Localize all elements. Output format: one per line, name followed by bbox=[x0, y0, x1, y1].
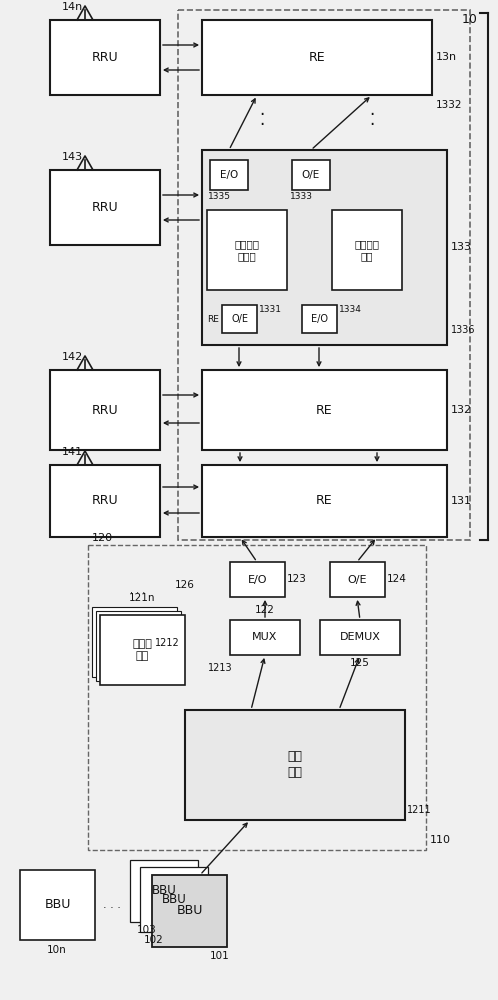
Text: 1331: 1331 bbox=[259, 305, 282, 314]
Bar bbox=[202, 370, 447, 450]
Text: 131: 131 bbox=[451, 496, 472, 506]
Bar bbox=[332, 210, 402, 290]
Bar bbox=[92, 607, 177, 677]
Text: 13n: 13n bbox=[436, 52, 457, 62]
Text: E/O: E/O bbox=[248, 574, 267, 584]
Text: 120: 120 bbox=[92, 533, 113, 543]
Bar bbox=[202, 150, 447, 345]
Text: RRU: RRU bbox=[92, 494, 119, 508]
Text: E/O: E/O bbox=[311, 314, 328, 324]
Text: 1211: 1211 bbox=[407, 805, 432, 815]
Text: 102: 102 bbox=[144, 935, 164, 945]
Bar bbox=[320, 620, 400, 655]
Text: 133: 133 bbox=[451, 242, 472, 252]
Bar bbox=[50, 170, 160, 245]
Text: RE: RE bbox=[316, 403, 333, 416]
Text: BBU: BBU bbox=[162, 893, 186, 906]
Text: 121n: 121n bbox=[129, 593, 155, 603]
Bar bbox=[178, 10, 470, 540]
Text: . . .: . . . bbox=[103, 900, 121, 910]
Text: BBU: BBU bbox=[151, 884, 176, 898]
Bar bbox=[230, 562, 285, 597]
Text: 122: 122 bbox=[255, 605, 275, 615]
Text: 142: 142 bbox=[62, 352, 83, 362]
Bar bbox=[302, 305, 337, 333]
Text: RE: RE bbox=[207, 314, 219, 324]
Text: 前端
电路: 前端 电路 bbox=[287, 750, 302, 780]
Bar bbox=[210, 160, 248, 190]
Text: .: . bbox=[259, 101, 264, 119]
Text: DEMUX: DEMUX bbox=[340, 633, 380, 643]
Text: .: . bbox=[259, 111, 264, 129]
Text: RE: RE bbox=[309, 51, 325, 64]
Text: 132: 132 bbox=[451, 405, 472, 415]
Text: 1335: 1335 bbox=[208, 192, 231, 201]
Bar bbox=[292, 160, 330, 190]
Text: 123: 123 bbox=[287, 574, 307, 584]
Text: 无线电前
端电路: 无线电前 端电路 bbox=[235, 239, 259, 261]
Bar bbox=[202, 465, 447, 537]
Text: 1333: 1333 bbox=[290, 192, 313, 201]
Text: BBU: BBU bbox=[44, 898, 71, 912]
Text: 14n: 14n bbox=[62, 2, 83, 12]
Text: .: . bbox=[370, 111, 374, 129]
Text: MUX: MUX bbox=[252, 633, 278, 643]
Text: 125: 125 bbox=[350, 658, 370, 668]
Bar bbox=[202, 20, 432, 95]
Text: 103: 103 bbox=[137, 925, 157, 935]
Text: O/E: O/E bbox=[302, 170, 320, 180]
Text: .: . bbox=[370, 101, 374, 119]
Text: RE: RE bbox=[316, 494, 333, 508]
Bar bbox=[330, 562, 385, 597]
Bar bbox=[96, 611, 181, 681]
Text: 1213: 1213 bbox=[208, 663, 233, 673]
Text: 从属控制
单元: 从属控制 单元 bbox=[355, 239, 379, 261]
Bar bbox=[50, 465, 160, 537]
Bar bbox=[152, 875, 227, 947]
Bar bbox=[20, 870, 95, 940]
Bar bbox=[88, 545, 426, 850]
Text: 1334: 1334 bbox=[339, 305, 362, 314]
Text: 141: 141 bbox=[62, 447, 83, 457]
Text: RRU: RRU bbox=[92, 201, 119, 214]
Text: 10: 10 bbox=[462, 13, 478, 26]
Bar bbox=[50, 370, 160, 450]
Bar bbox=[207, 210, 287, 290]
Text: 126: 126 bbox=[175, 580, 195, 590]
Text: . . .: . . . bbox=[130, 585, 145, 595]
Text: BBU: BBU bbox=[176, 904, 203, 918]
Text: 110: 110 bbox=[430, 835, 451, 845]
Text: O/E: O/E bbox=[231, 314, 248, 324]
Text: 101: 101 bbox=[210, 951, 230, 961]
Text: 1336: 1336 bbox=[451, 325, 476, 335]
Text: O/E: O/E bbox=[348, 574, 367, 584]
Text: 主控制
单元: 主控制 单元 bbox=[132, 639, 152, 661]
Bar bbox=[130, 860, 198, 922]
Bar bbox=[222, 305, 257, 333]
Text: 143: 143 bbox=[62, 152, 83, 162]
Text: E/O: E/O bbox=[220, 170, 238, 180]
Text: 124: 124 bbox=[387, 574, 407, 584]
Bar bbox=[50, 20, 160, 95]
Bar bbox=[100, 615, 185, 685]
Text: 10n: 10n bbox=[47, 945, 67, 955]
Bar bbox=[140, 867, 208, 932]
Text: RRU: RRU bbox=[92, 51, 119, 64]
Text: 1332: 1332 bbox=[436, 100, 463, 110]
Bar bbox=[185, 710, 405, 820]
Bar bbox=[230, 620, 300, 655]
Text: RRU: RRU bbox=[92, 403, 119, 416]
Text: 1212: 1212 bbox=[155, 638, 180, 648]
